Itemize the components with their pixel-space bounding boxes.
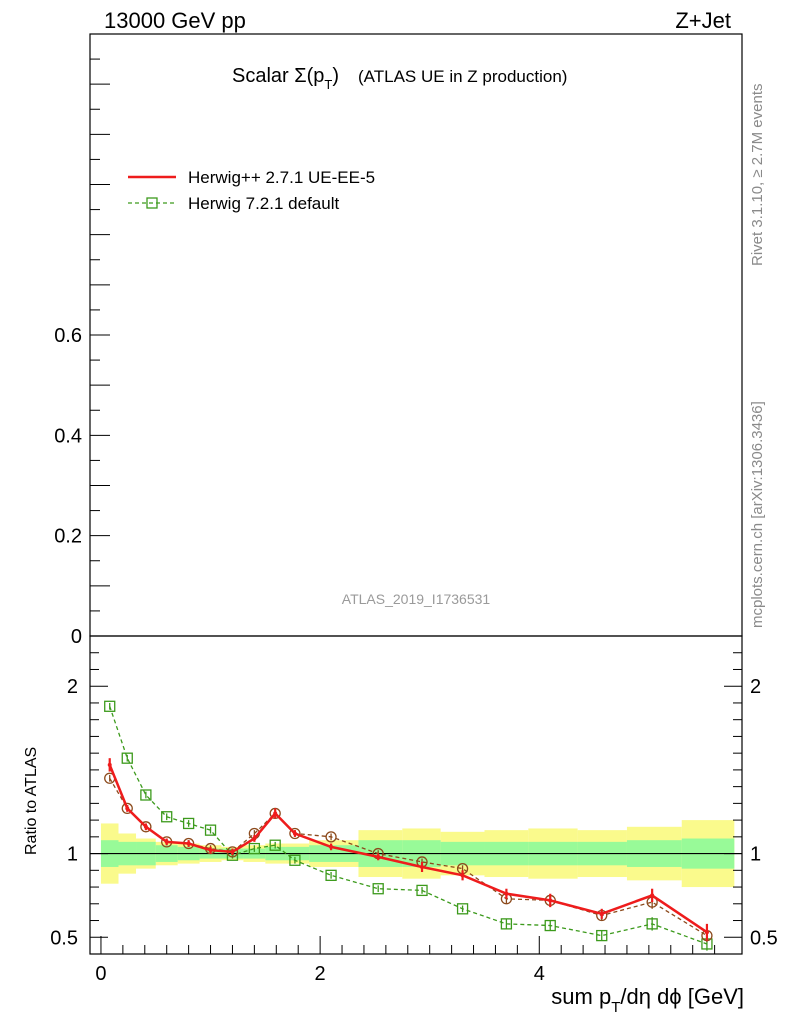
ratio-y-tick-label-right: 2 bbox=[750, 676, 761, 698]
series-herwigpp-point bbox=[252, 836, 257, 841]
series-herwigpp bbox=[107, 758, 709, 941]
series-brown-point bbox=[325, 831, 337, 843]
main-y-tick-label: 0.2 bbox=[54, 526, 82, 548]
series-herwig7-point bbox=[544, 919, 556, 932]
mcplots-label: mcplots.cern.ch [arXiv:1306.3436] bbox=[749, 401, 766, 628]
series-herwigpp-point bbox=[230, 849, 235, 854]
series-herwig7-point bbox=[372, 883, 384, 895]
series-herwigpp-point bbox=[460, 873, 465, 878]
series-herwigpp-point bbox=[329, 844, 334, 849]
series-herwig7-point bbox=[269, 839, 281, 851]
title-rest: (ATLAS UE in Z production) bbox=[358, 67, 567, 86]
series-herwig7-point bbox=[596, 929, 608, 942]
series-herwig7-point bbox=[204, 824, 217, 836]
x-axis-label: sum pT/dη dϕ [GeV] bbox=[551, 984, 744, 1016]
series-herwigpp-point bbox=[143, 824, 148, 829]
series-herwig7-point bbox=[161, 811, 173, 823]
header-process: Z+Jet bbox=[675, 8, 731, 33]
ratio-y-tick-label-left: 2 bbox=[67, 676, 78, 698]
legend-marker-square bbox=[146, 197, 158, 209]
ratio-y-tick-label-right: 0.5 bbox=[750, 927, 778, 949]
series-herwig7-point bbox=[416, 884, 428, 897]
series-herwig7-point bbox=[121, 752, 133, 764]
series-brown-point bbox=[289, 827, 301, 840]
ratio-y-tick-label-left: 0.5 bbox=[50, 927, 78, 949]
ratio-series bbox=[104, 700, 713, 951]
legend: Herwig++ 2.7.1 UE-EE-5 Herwig 7.2.1 defa… bbox=[128, 168, 375, 213]
x-tick-label: 0 bbox=[95, 963, 106, 985]
series-herwigpp-point bbox=[548, 898, 553, 903]
series-herwigpp-point bbox=[376, 854, 381, 859]
series-herwigpp-point bbox=[208, 848, 213, 853]
main-y-tick-label: 0 bbox=[71, 626, 82, 648]
main-panel-frame bbox=[89, 33, 743, 637]
series-herwigpp-point bbox=[292, 831, 297, 836]
series-brown-point bbox=[140, 821, 152, 833]
series-herwigpp-point bbox=[650, 893, 655, 898]
analysis-watermark: ATLAS_2019_I1736531 bbox=[342, 591, 491, 607]
plot-title: Scalar Σ(pT) (ATLAS UE in Z production) bbox=[232, 65, 567, 92]
series-herwig7-point bbox=[646, 918, 658, 930]
series-herwigpp-point bbox=[273, 811, 278, 816]
main-y-tick-label: 0.6 bbox=[54, 325, 82, 347]
x-tick-label: 2 bbox=[315, 963, 326, 985]
ratio-y-tick-label-right: 1 bbox=[750, 844, 761, 866]
series-herwig7 bbox=[104, 700, 713, 951]
ratio-panel-frame bbox=[89, 635, 743, 955]
legend-label-1: Herwig++ 2.7.1 UE-EE-5 bbox=[188, 168, 375, 187]
series-herwigpp-point bbox=[599, 911, 604, 916]
series-herwig7-point bbox=[248, 842, 261, 855]
series-herwig7-point bbox=[289, 854, 301, 866]
series-herwigpp-point bbox=[704, 930, 709, 935]
series-herwig7-point bbox=[104, 700, 116, 712]
series-herwigpp-point bbox=[420, 864, 425, 869]
series-herwigpp-point bbox=[107, 762, 112, 767]
series-herwig7-point bbox=[325, 869, 337, 881]
series-herwigpp-point bbox=[504, 891, 509, 896]
legend-label-2: Herwig 7.2.1 default bbox=[188, 194, 339, 213]
rivet-label: Rivet 3.1.10, ≥ 2.7M events bbox=[749, 84, 766, 267]
ratio-axis-ticks: 0 2 4 0.5 0.5 1 1 2 2 bbox=[50, 652, 778, 985]
main-y-ticks: 0 0.2 0.4 0.6 bbox=[54, 58, 110, 648]
ratio-y-axis-label: Ratio to ATLAS bbox=[23, 747, 40, 855]
series-herwigpp-point bbox=[164, 839, 169, 844]
ratio-y-tick-label-left: 1 bbox=[67, 844, 78, 866]
series-brown-point bbox=[121, 802, 133, 815]
header-energy: 13000 GeV pp bbox=[104, 8, 246, 33]
main-y-tick-label: 0.4 bbox=[54, 425, 82, 447]
title-main: Scalar Σ(pT) bbox=[232, 65, 339, 92]
x-tick-label: 4 bbox=[534, 963, 545, 985]
series-herwig7-point bbox=[182, 817, 195, 830]
series-herwig7-point bbox=[500, 918, 513, 930]
series-herwigpp-point bbox=[125, 806, 130, 811]
series-herwigpp-point bbox=[186, 841, 191, 846]
series-herwig7-point bbox=[456, 903, 469, 915]
series-herwig7-point bbox=[140, 789, 152, 801]
